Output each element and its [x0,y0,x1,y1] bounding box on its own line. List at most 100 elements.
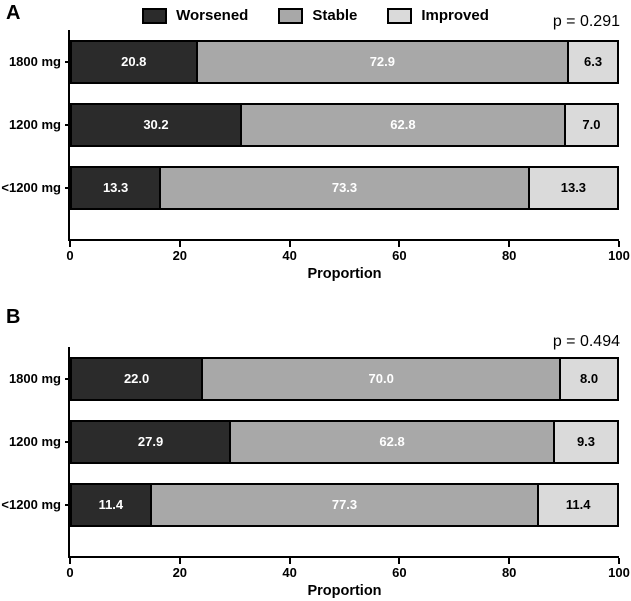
category-label: 1200 mg [8,117,61,132]
legend-item-stable: Stable [278,7,357,24]
segment-value-label: 62.8 [390,117,416,132]
segment-value-label: 27.9 [137,434,164,449]
panel-b-plot: 1800 mg 22.0 70.0 8.0 1200 mg 27.9 62.8 9.3 <120… [1,347,630,599]
panel-b-letter: B [6,306,21,328]
segment-improved: 8.0 [559,358,617,399]
segment-value-label: 9.3 [576,434,596,449]
panel-a-p-value: p = 0.291 [552,13,620,30]
x-tick-mark [69,241,71,247]
stacked-bar: 27.9 62.8 9.3 [70,419,619,464]
segment-value-label: 20.8 [121,54,147,69]
panel-b: B p = 0.494 1800 mg 22.0 70.0 8.0 1200 mg 27.… [0,300,631,600]
category-label: <1200 mg [1,497,61,512]
x-tick-label: 0 [66,565,74,580]
segment-worsened: 13.3 [72,167,160,208]
segment-value-label: 73.3 [331,180,358,195]
x-tick-label: 20 [172,565,188,580]
bar-row: 1200 mg 27.9 62.8 9.3 [9,410,619,473]
x-tick-label: 80 [501,248,517,263]
x-tick-label: 100 [608,248,630,263]
x-tick-label: 80 [501,565,517,580]
segment-value-label: 11.4 [98,497,124,512]
x-tick-mark [508,241,511,247]
panel-b-bars: 1800 mg 22.0 70.0 8.0 1200 mg 27.9 62.8 9.3 <120… [1,347,619,536]
segment-improved: 9.3 [553,421,617,462]
bar-row: 1800 mg 22.0 70.0 8.0 [9,347,619,410]
y-axis-tick [65,123,70,126]
segment-improved: 7.0 [563,104,618,145]
x-tick-mark [508,558,511,564]
segment-worsened: 22.0 [72,358,202,399]
segment-value-label: 6.3 [584,54,603,69]
legend: Worsened Stable Improved [0,7,631,24]
stacked-bar: 13.3 73.3 13.3 [70,165,619,210]
stable-swatch-icon [278,7,304,24]
x-tick-mark [288,558,291,564]
segment-stable: 62.8 [239,104,564,145]
segment-stable: 70.0 [201,358,560,399]
x-tick-mark [178,558,181,564]
segment-value-label: 72.9 [369,54,395,69]
improved-swatch-icon [387,7,413,24]
worsened-swatch-icon [142,7,168,24]
x-tick-mark [288,241,291,247]
x-tick-mark [618,241,620,247]
y-axis-tick [65,503,70,506]
x-tick-mark [178,241,181,247]
segment-worsened: 20.8 [72,41,196,82]
segment-value-label: 30.2 [143,117,169,132]
legend-label-improved: Improved [421,7,489,24]
category-label: 1800 mg [8,371,61,386]
stacked-bar: 20.8 72.9 6.3 [70,39,619,84]
x-tick-label: 40 [282,565,297,580]
segment-value-label: 62.8 [379,434,405,449]
segment-value-label: 22.0 [123,371,150,386]
panel-a-plot: 1800 mg 20.8 72.9 6.3 1200 mg 30.2 62.8 7.0 <120… [1,30,630,282]
stacked-bar: 30.2 62.8 7.0 [70,102,619,147]
segment-value-label: 77.3 [331,497,358,512]
segment-stable: 62.8 [229,421,553,462]
panel-a-x-axis-title: Proportion [307,266,382,282]
y-axis-tick [65,60,70,63]
y-axis-tick [65,377,70,380]
x-tick-label: 60 [392,565,407,580]
x-tick-label: 100 [608,565,630,580]
segment-value-label: 70.0 [368,371,394,386]
stacked-bar: 22.0 70.0 8.0 [70,356,619,401]
segment-value-label: 13.3 [102,180,129,195]
x-tick-mark [69,558,71,564]
x-tick-mark [398,241,401,247]
x-tick-mark [618,558,620,564]
bar-row: 1200 mg 30.2 62.8 7.0 [9,93,619,156]
category-label: 1200 mg [8,434,61,449]
segment-worsened: 27.9 [72,421,230,462]
segment-value-label: 11.4 [565,497,591,512]
segment-improved: 6.3 [567,41,617,82]
stacked-bar: 11.4 77.3 11.4 [70,482,619,527]
legend-item-worsened: Worsened [142,7,248,24]
panel-b-x-axis-title: Proportion [307,583,382,599]
segment-worsened: 30.2 [72,104,240,145]
panel-a-letter: A [6,2,21,24]
segment-stable: 72.9 [195,41,568,82]
segment-value-label: 7.0 [582,117,601,132]
segment-stable: 73.3 [159,167,528,208]
panel-a-bars: 1800 mg 20.8 72.9 6.3 1200 mg 30.2 62.8 7.0 <120… [1,30,619,219]
category-label: 1800 mg [8,54,61,69]
x-tick-mark [398,558,401,564]
category-label: <1200 mg [1,180,61,195]
x-tick-label: 40 [282,248,297,263]
segment-value-label: 13.3 [560,180,587,195]
bar-row: <1200 mg 13.3 73.3 13.3 [1,156,619,219]
segment-stable: 77.3 [149,484,538,525]
legend-label-stable: Stable [312,7,358,24]
segment-improved: 13.3 [527,167,618,208]
segment-worsened: 11.4 [72,484,150,525]
panel-b-p-value: p = 0.494 [552,333,620,350]
x-tick-label: 60 [392,248,407,263]
bar-row: <1200 mg 11.4 77.3 11.4 [1,473,619,536]
legend-label-worsened: Worsened [176,7,249,24]
segment-value-label: 8.0 [580,371,599,386]
legend-item-improved: Improved [387,7,489,24]
